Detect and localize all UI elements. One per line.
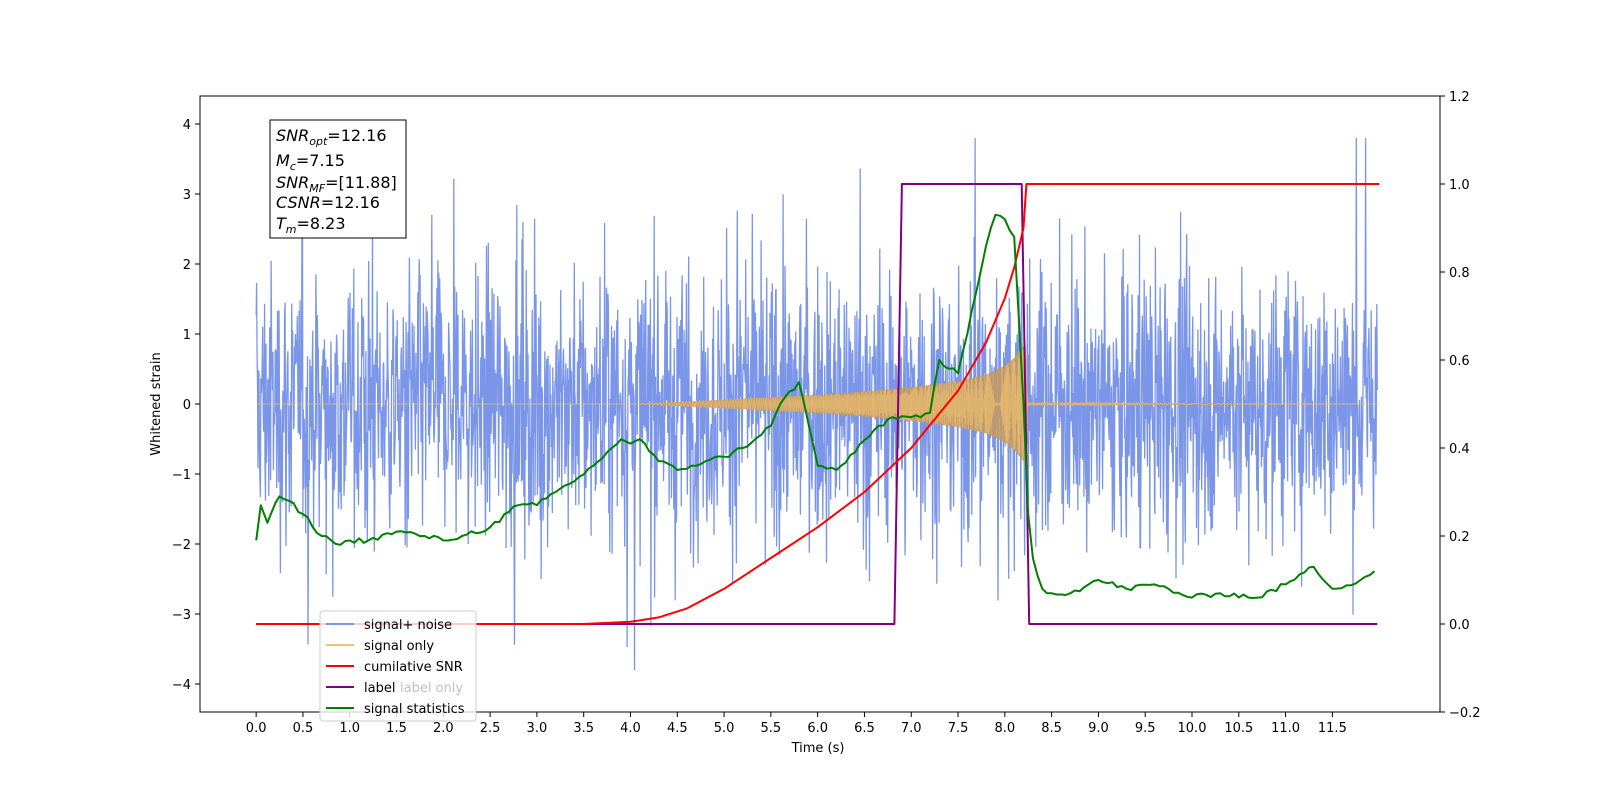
y-axis-left: 4 3 2 1 0 −1 −2 −3 −4: [172, 118, 200, 693]
x-tick-label: 8.0: [994, 721, 1015, 736]
annotation-tm: =8.23: [297, 214, 346, 233]
x-axis: 0.0 0.5 1.0 1.5 2.0 2.5 3.0 3.5 4.0 4.5 5.0 5.5 6.0 6…: [246, 712, 1347, 736]
y-tick-label: −2: [172, 538, 191, 553]
y-tick-label: 2: [183, 258, 191, 273]
annotation-csnr: =12.16: [321, 193, 380, 212]
x-tick-label: 9.0: [1088, 721, 1109, 736]
annotation-mc: =7.15: [296, 151, 345, 170]
y-tick-label: −3: [172, 608, 191, 623]
x-tick-label: 7.5: [948, 721, 969, 736]
x-tick-label: 10.5: [1224, 721, 1253, 736]
x-tick-label: 5.0: [714, 721, 735, 736]
y2-tick-label: 0.0: [1449, 618, 1470, 633]
x-axis-label: Time (s): [791, 741, 845, 756]
y2-tick-label: 1.2: [1449, 90, 1470, 105]
series-signal-statistics: [255, 213, 1376, 599]
svg-text:Tm=8.23: Tm=8.23: [276, 214, 346, 236]
legend-label-signal-only: signal only: [364, 639, 434, 654]
series-signal-noise: [255, 137, 1378, 671]
x-tick-label: 0.0: [246, 721, 267, 736]
svg-text:SNRopt=12.16: SNRopt=12.16: [276, 126, 387, 148]
y2-tick-label: 1.0: [1449, 178, 1470, 193]
y2-tick-label: −0.2: [1449, 706, 1481, 721]
x-tick-label: 11.0: [1271, 721, 1300, 736]
x-tick-label: 0.5: [293, 721, 314, 736]
x-tick-label: 7.0: [901, 721, 922, 736]
y-tick-label: 0: [183, 398, 191, 413]
x-tick-label: 4.0: [620, 721, 641, 736]
x-tick-label: 11.5: [1318, 721, 1347, 736]
series-cumulative-snr: [256, 183, 1380, 625]
y-tick-label: −1: [172, 468, 191, 483]
y-tick-label: 1: [183, 328, 191, 343]
y-axis-right: 1.2 1.0 0.8 0.6 0.4 0.2 0.0 −0.2: [1440, 90, 1481, 721]
x-tick-label: 3.0: [527, 721, 548, 736]
legend-label-signal-statistics: signal statistics: [364, 702, 465, 717]
x-tick-label: 4.5: [667, 721, 688, 736]
x-tick-label: 5.5: [761, 721, 782, 736]
annotation-box: SNRopt=12.16 Mc=7.15 SNRMF=[11.88] CSNR=…: [269, 119, 407, 239]
y-tick-label: 4: [183, 118, 191, 133]
y2-tick-label: 0.2: [1449, 530, 1470, 545]
x-tick-label: 1.5: [386, 721, 407, 736]
y2-tick-label: 0.4: [1449, 442, 1470, 457]
series-signal-only: [256, 345, 1380, 467]
y-tick-label: 3: [183, 188, 191, 203]
y2-tick-label: 0.8: [1449, 266, 1470, 281]
x-tick-label: 2.5: [480, 721, 501, 736]
svg-text:SNRMF=[11.88]: SNRMF=[11.88]: [276, 173, 397, 195]
x-tick-label: 9.5: [1135, 721, 1156, 736]
x-tick-label: 3.5: [573, 721, 594, 736]
x-tick-label: 8.5: [1041, 721, 1062, 736]
annotation-snr-mf: =[11.88]: [325, 173, 397, 192]
annotation-snr-opt: =12.16: [327, 126, 386, 145]
x-tick-label: 6.0: [807, 721, 828, 736]
y2-tick-label: 0.6: [1449, 354, 1470, 369]
legend-label-cumulative-snr: cumilative SNR: [364, 660, 463, 675]
x-tick-label: 1.0: [339, 721, 360, 736]
x-tick-label: 6.5: [854, 721, 875, 736]
svg-text:Mc=7.15: Mc=7.15: [276, 151, 345, 173]
legend-label-label: label: [364, 681, 395, 696]
legend-label-signal-noise: signal+ noise: [364, 618, 452, 633]
y-axis-label: Whitened strain: [149, 352, 164, 455]
series-layer: [255, 137, 1380, 671]
legend-label-label-only: label only: [400, 681, 463, 696]
x-tick-label: 10.0: [1178, 721, 1207, 736]
y-tick-label: −4: [172, 678, 191, 693]
svg-text:CSNR=12.16: CSNR=12.16: [276, 193, 380, 212]
legend: signal+ noise signal only cumilative SNR…: [319, 610, 477, 722]
x-tick-label: 2.0: [433, 721, 454, 736]
series-label: [256, 183, 1378, 625]
